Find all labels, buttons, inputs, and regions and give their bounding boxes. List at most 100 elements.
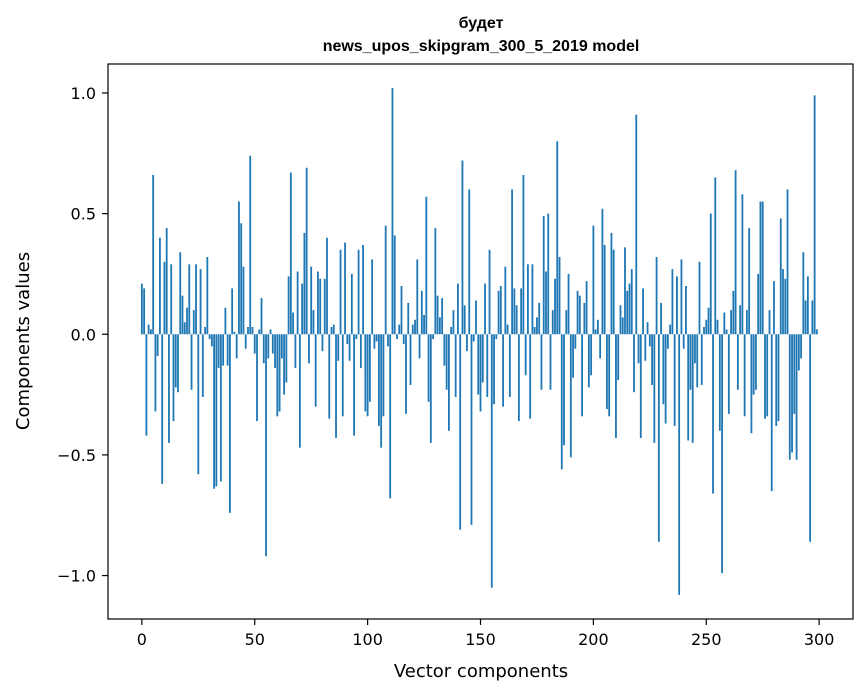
bar (653, 334, 656, 443)
bar (429, 334, 432, 443)
bar (213, 334, 216, 489)
bar (603, 244, 606, 335)
bar (235, 334, 238, 359)
bar (409, 334, 412, 385)
bar (229, 334, 231, 513)
bar (743, 334, 746, 417)
bar (271, 334, 274, 354)
bar (450, 327, 453, 335)
bar (312, 310, 315, 335)
bar (750, 334, 753, 434)
bar (373, 334, 376, 349)
bar (445, 334, 448, 390)
bar (786, 189, 789, 335)
bar (199, 269, 202, 335)
bar (795, 334, 798, 460)
bar (452, 310, 455, 335)
bar (662, 334, 665, 405)
bar (278, 334, 281, 412)
bar (511, 189, 514, 335)
y-axis-label: Components values (13, 252, 34, 430)
bar (635, 114, 638, 335)
bar (305, 167, 308, 335)
bar (174, 334, 177, 388)
bar (468, 189, 471, 335)
bar (355, 334, 358, 340)
bar (201, 334, 204, 397)
bar (481, 334, 484, 383)
bar (725, 329, 728, 335)
bar (606, 334, 608, 410)
bar (639, 334, 642, 439)
bar (596, 319, 599, 335)
bar (330, 327, 333, 335)
bar (292, 312, 295, 335)
bar (466, 334, 468, 352)
bar (757, 273, 760, 335)
bar (545, 271, 547, 335)
bar (314, 334, 317, 407)
bar (698, 261, 701, 335)
bar (637, 334, 640, 364)
bar (784, 278, 787, 335)
bar (610, 232, 613, 335)
bar (524, 334, 527, 376)
bar (337, 334, 340, 361)
bar (339, 249, 342, 335)
bar (752, 334, 755, 395)
bar (549, 334, 552, 390)
bar (181, 295, 184, 335)
bar (723, 312, 726, 335)
bar (152, 175, 155, 335)
bar (425, 196, 428, 335)
bar (301, 283, 304, 335)
x-tick-label: 150 (465, 630, 496, 649)
bar (407, 302, 410, 335)
bar (195, 264, 197, 335)
bar (770, 334, 773, 492)
bar (208, 334, 211, 340)
bar (321, 334, 324, 352)
x-tick-label: 200 (578, 630, 609, 649)
bar (615, 334, 617, 439)
bar (197, 334, 200, 475)
bar (172, 334, 175, 422)
bar (231, 288, 234, 335)
bar (590, 334, 593, 376)
bar (585, 281, 588, 335)
bar (755, 334, 757, 390)
y-tick-label: 1.0 (71, 84, 96, 103)
bar (249, 155, 252, 335)
bar (418, 334, 421, 359)
bar (224, 307, 227, 335)
bar (161, 334, 164, 484)
bar (267, 334, 270, 359)
bar (238, 201, 240, 335)
bar (247, 327, 249, 335)
bar (508, 334, 511, 397)
bar (192, 310, 195, 335)
bar (472, 334, 475, 342)
bar (673, 334, 676, 426)
bar (793, 334, 796, 414)
bar (612, 249, 615, 335)
bar (644, 334, 647, 361)
bar (815, 329, 818, 335)
bar (797, 334, 800, 371)
bar (748, 228, 751, 335)
bar (477, 334, 480, 395)
bar (736, 334, 739, 390)
bar (565, 310, 568, 335)
bar (563, 334, 565, 446)
bar (712, 334, 714, 494)
bar (617, 334, 620, 381)
bar (694, 334, 696, 364)
bar (696, 334, 699, 388)
bar (353, 334, 355, 436)
bar (159, 237, 161, 335)
bar (741, 194, 744, 335)
bar (143, 288, 146, 335)
bar (517, 334, 520, 422)
bar (244, 334, 247, 349)
bar (732, 290, 735, 335)
